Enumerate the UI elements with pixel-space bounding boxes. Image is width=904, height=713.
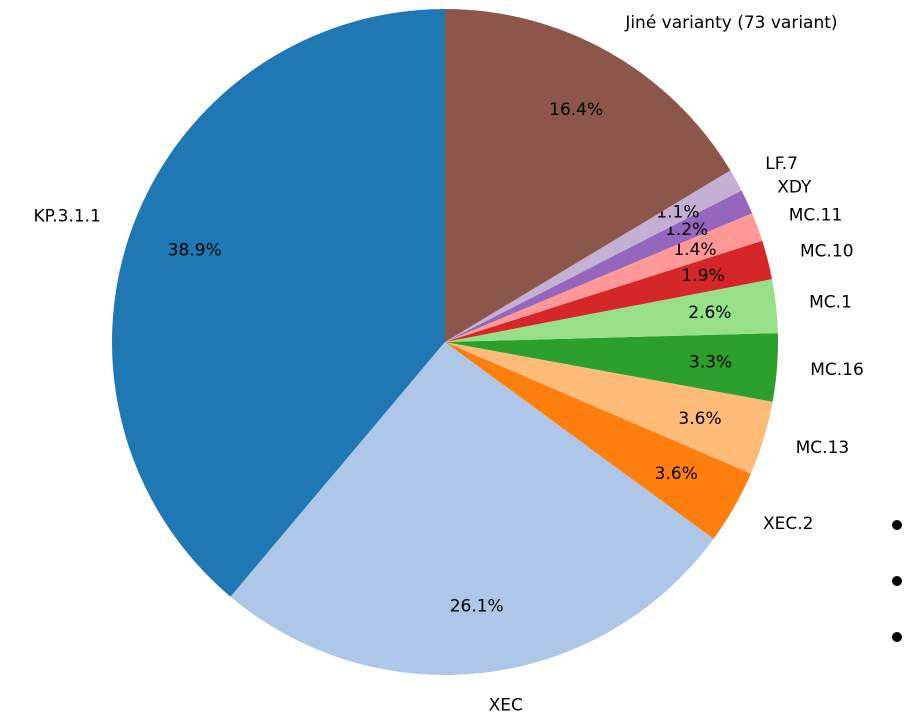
slice-label: KP.3.1.1 [33, 206, 100, 226]
pie-slice [445, 170, 742, 342]
percent-label: 3.6% [678, 409, 721, 429]
pie-slice [445, 190, 753, 342]
pie-slice [445, 240, 773, 342]
slice-label: Jiné varianty (73 variant) [624, 13, 837, 33]
slice-label: MC.16 [810, 360, 864, 380]
pie-slice [445, 333, 779, 402]
pie-slice [445, 9, 731, 342]
bullet [892, 632, 902, 642]
percent-label: 1.4% [673, 240, 716, 260]
percent-label: 3.3% [689, 352, 732, 372]
slice-label: XEC.2 [763, 514, 813, 534]
pie-slice [445, 342, 751, 539]
percent-label: 3.6% [655, 464, 698, 484]
percent-label: 1.2% [665, 220, 708, 240]
slice-label: MC.11 [789, 205, 843, 225]
pie-slice [112, 9, 446, 597]
pie-slice [445, 342, 773, 474]
slice-label: LF.7 [765, 154, 798, 174]
percent-label: 1.9% [682, 266, 725, 286]
percent-label: 2.6% [688, 303, 731, 323]
pie-slice [230, 342, 714, 675]
pie-slice [445, 213, 763, 342]
percent-label: 26.1% [450, 597, 504, 617]
slice-label: MC.1 [809, 292, 852, 312]
percent-label: 38.9% [168, 241, 222, 261]
slice-label: XEC [489, 696, 523, 713]
bullet [892, 576, 902, 586]
pie-slice [445, 279, 778, 342]
bullet [892, 520, 902, 530]
slice-label: MC.13 [796, 438, 850, 458]
slice-label: MC.10 [800, 242, 854, 262]
slice-label: XDY [777, 178, 812, 198]
percent-label: 16.4% [549, 100, 603, 120]
